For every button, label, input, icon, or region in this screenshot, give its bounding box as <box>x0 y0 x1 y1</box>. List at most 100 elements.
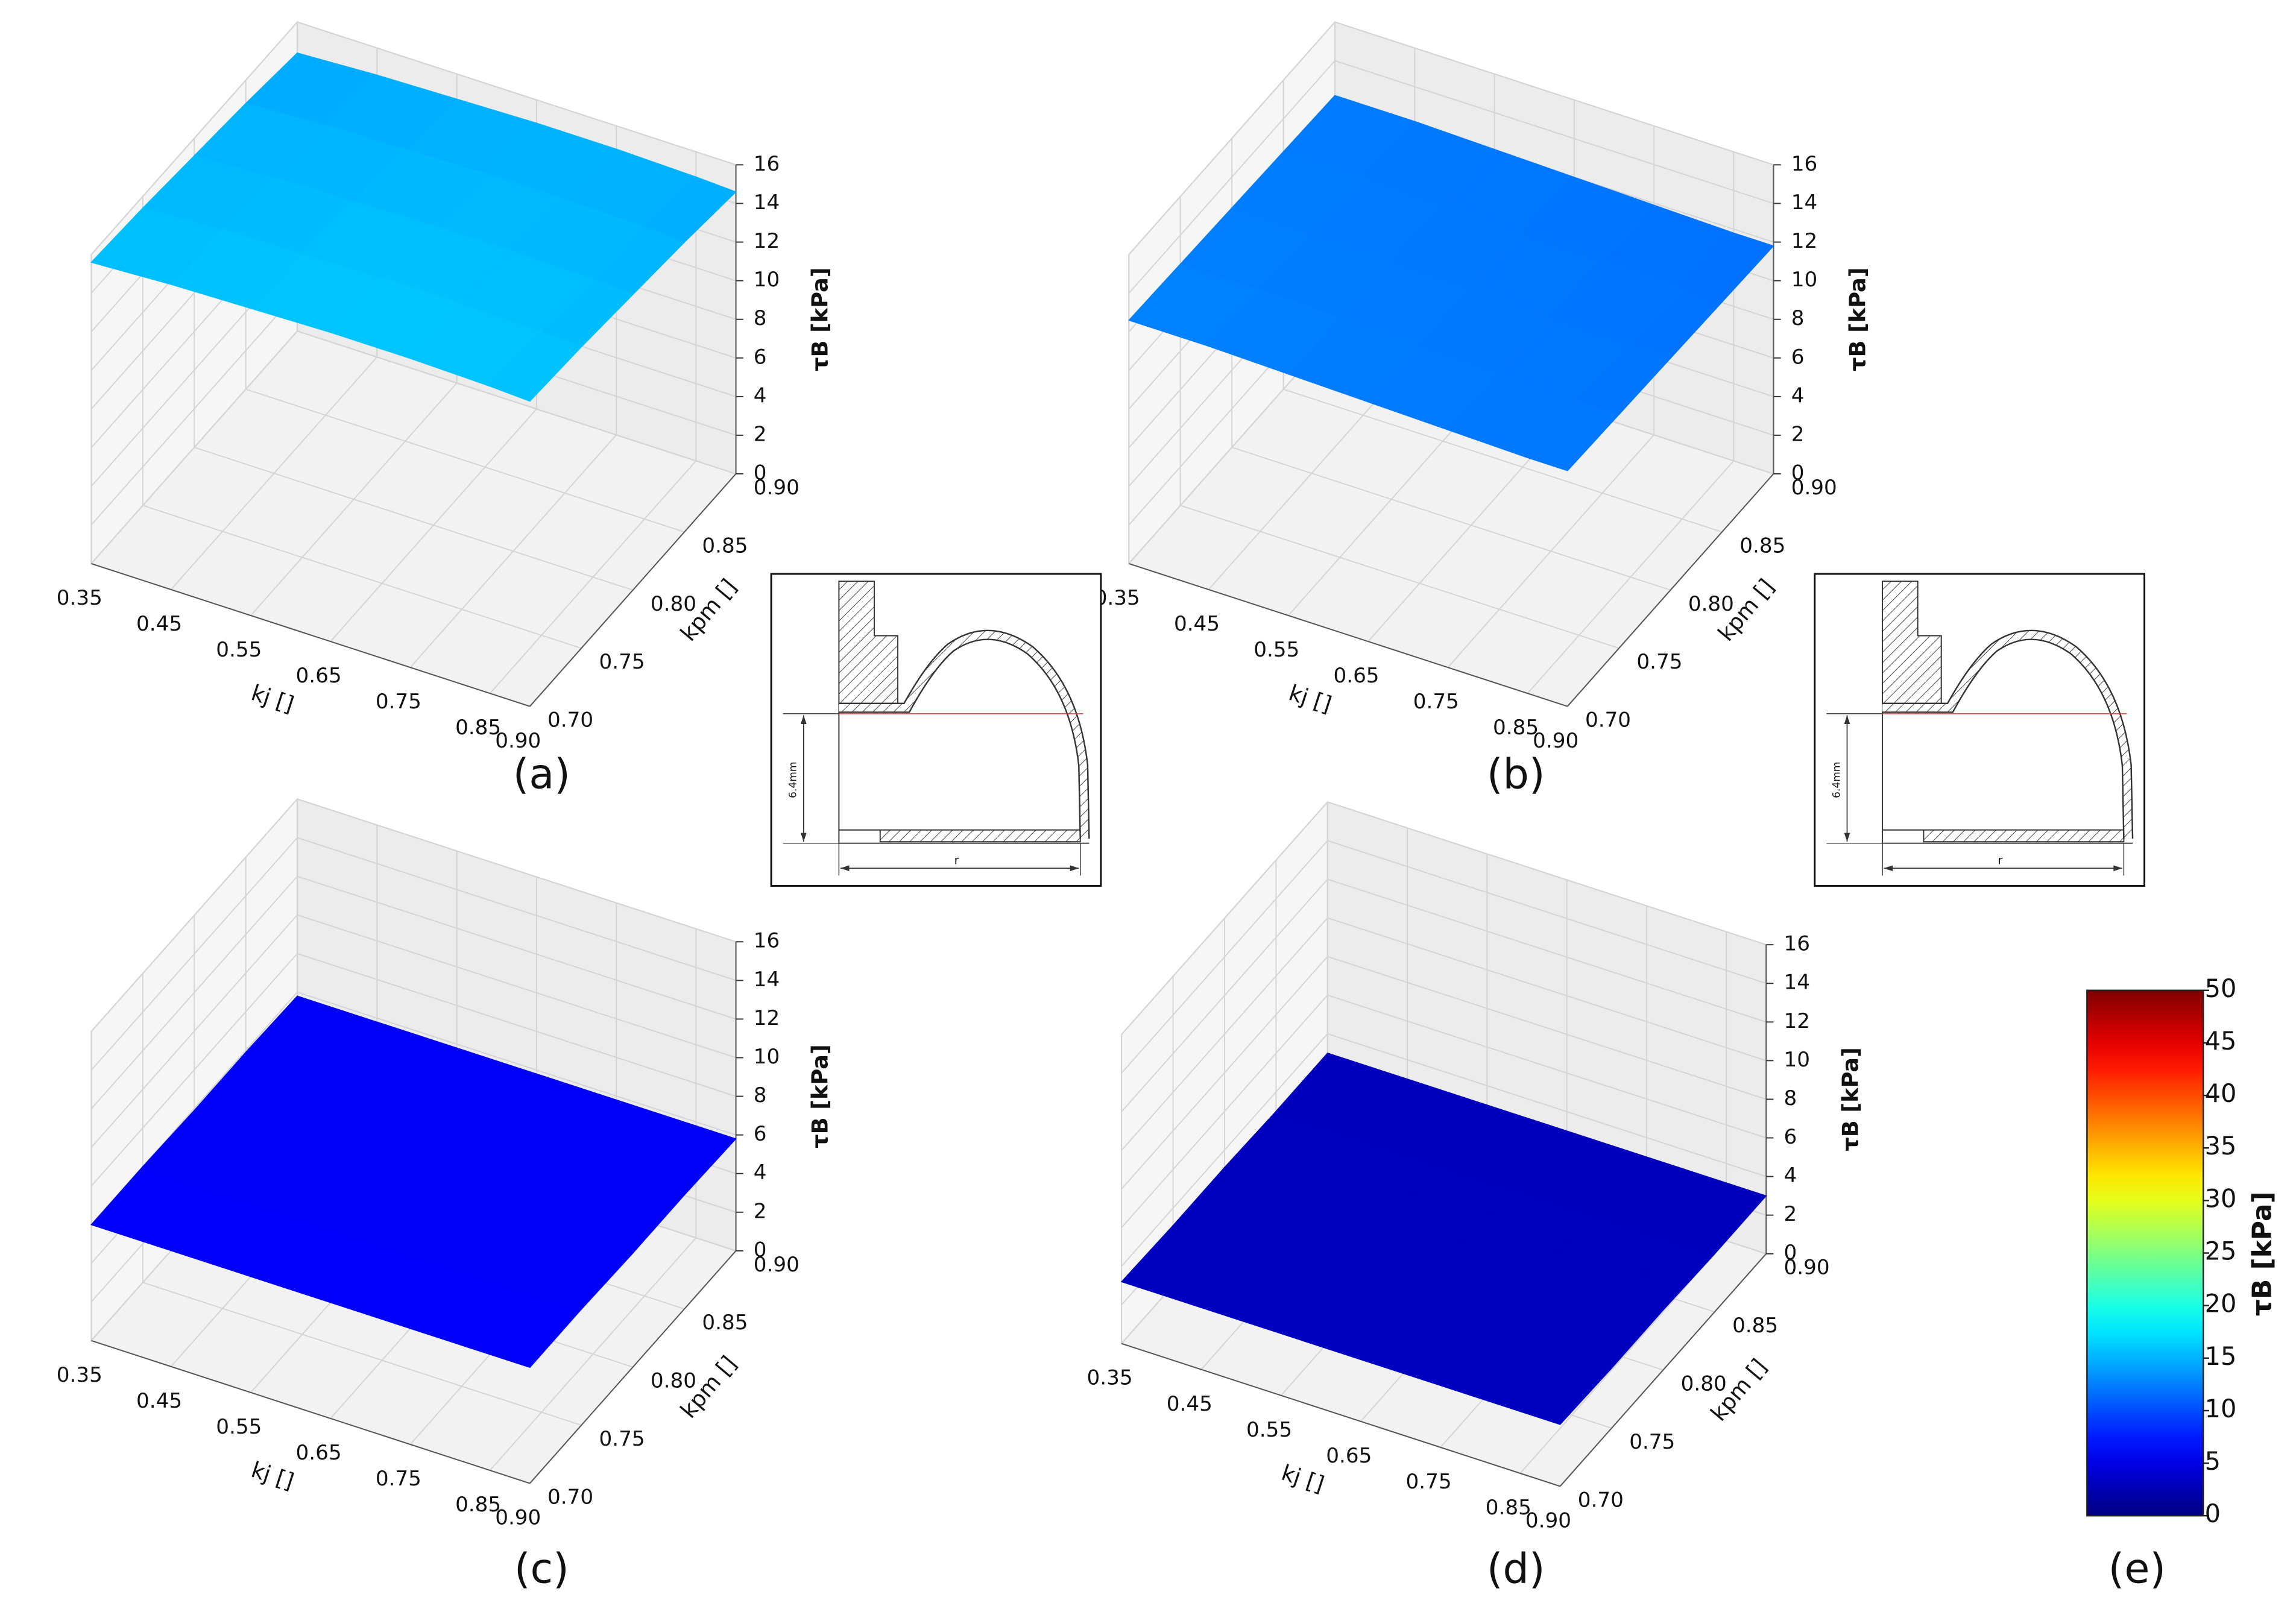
colorbar-tick-label: 10 <box>2205 1394 2237 1423</box>
grid-line <box>1121 878 1328 1112</box>
x-tick-label: 0.85 <box>455 1493 501 1517</box>
y-tick-label: 0.70 <box>547 1485 593 1509</box>
z-tick-label: 16 <box>754 152 780 176</box>
grid-line <box>1283 388 1723 533</box>
z-axis-label: τB [kPa] <box>807 268 833 371</box>
x-tick-label: 0.35 <box>57 586 102 610</box>
x-tick-label: 0.45 <box>136 1389 182 1413</box>
x-tick-label: 0.85 <box>455 716 501 740</box>
colorbar-label: τB [kPa] <box>2247 1191 2277 1316</box>
z-tick-label: 8 <box>1791 306 1805 330</box>
grid-line <box>142 505 582 649</box>
x-tick-label: 0.55 <box>216 1415 262 1439</box>
colorbar-tick-label: 15 <box>2205 1341 2237 1371</box>
z-tick-label: 16 <box>754 929 780 953</box>
y-tick-label: 0.70 <box>1578 1488 1624 1512</box>
z-tick-label: 14 <box>1791 190 1817 215</box>
colorbar-tick-label: 5 <box>2205 1446 2221 1476</box>
arrow <box>800 833 807 842</box>
z-tick-label: 4 <box>1784 1163 1797 1188</box>
dome-hatch <box>1882 631 2132 839</box>
x-tick-label: 0.65 <box>296 1441 342 1465</box>
x-axis-label: kj [] <box>248 679 297 717</box>
arrow <box>1844 715 1850 724</box>
colorbar-tick-label: 25 <box>2205 1236 2237 1266</box>
x-tick-label: 0.35 <box>1094 586 1140 610</box>
grid-line <box>90 875 298 1109</box>
y-tick-label: 0.85 <box>702 534 748 558</box>
x-tick-label: 0.90 <box>1533 729 1578 753</box>
surface-panel: 0.350.450.550.650.750.850.900.700.750.80… <box>57 20 833 798</box>
colorbar-tick-label: 20 <box>2205 1289 2237 1318</box>
z-tick-label: 6 <box>1791 345 1805 369</box>
surface-cell <box>1527 401 1620 471</box>
x-tick-label: 0.55 <box>1254 638 1299 662</box>
y-tick-label: 0.90 <box>754 476 800 500</box>
y-tick-label: 0.80 <box>1688 592 1734 616</box>
panel-caption: (e) <box>2108 1546 2166 1593</box>
grid-line <box>1121 917 1328 1151</box>
y-tick-label: 0.90 <box>754 1253 800 1277</box>
surface-panel: 0.350.450.550.650.750.850.900.700.750.80… <box>1087 800 1863 1593</box>
z-tick-label: 2 <box>754 422 767 446</box>
dome-hatch <box>839 631 1089 839</box>
x-tick-label: 0.85 <box>1493 716 1539 740</box>
x-tick-label: 0.90 <box>495 1506 541 1530</box>
z-tick-label: 12 <box>1791 229 1817 253</box>
x-tick-label: 0.45 <box>1174 612 1220 636</box>
grid-line <box>1327 878 1767 1023</box>
surface-panel: 0.350.450.550.650.750.850.900.700.750.80… <box>1094 20 1871 798</box>
grid-line <box>297 952 736 1097</box>
dimension-label: 6.4mm <box>1831 762 1843 798</box>
arrow <box>1844 833 1850 842</box>
inset-diagram: 6.4mm r <box>1814 573 2146 887</box>
x-tick-label: 0.75 <box>1413 690 1459 714</box>
arrow <box>800 715 807 724</box>
z-tick-label: 8 <box>754 1083 767 1107</box>
grid-line <box>90 330 298 564</box>
z-tick-label: 2 <box>754 1199 767 1223</box>
grid-line <box>297 21 736 166</box>
x-tick-label: 0.35 <box>1087 1366 1133 1390</box>
z-tick-label: 0 <box>754 1238 767 1262</box>
surface-panel: 0.350.450.550.650.750.850.900.700.750.80… <box>57 797 833 1593</box>
x-axis-label: kj [] <box>1285 679 1334 717</box>
z-tick-label: 4 <box>754 1160 767 1185</box>
axis-line <box>1559 1253 1767 1487</box>
base-plate <box>879 829 1081 843</box>
grid-line <box>1334 60 1774 204</box>
y-tick-label: 0.75 <box>1629 1430 1675 1454</box>
grid-line <box>297 798 736 943</box>
z-tick-label: 6 <box>1784 1125 1797 1149</box>
x-tick-label: 0.65 <box>296 664 342 688</box>
y-tick-label: 0.70 <box>1585 708 1631 732</box>
z-tick-label: 14 <box>754 190 780 215</box>
grid-line <box>1121 956 1328 1189</box>
panel-caption: (c) <box>514 1546 569 1593</box>
x-tick-label: 0.45 <box>136 612 182 636</box>
x-tick-label: 0.35 <box>57 1363 102 1387</box>
y-tick-label: 0.85 <box>1739 534 1785 558</box>
z-tick-label: 0 <box>1791 461 1805 485</box>
z-tick-label: 2 <box>1791 422 1805 446</box>
grid-line <box>90 837 298 1071</box>
axis-line <box>1566 473 1774 707</box>
colorbar-tick-label: 30 <box>2205 1183 2237 1213</box>
z-tick-label: 10 <box>1784 1048 1810 1072</box>
z-tick-label: 6 <box>754 345 767 369</box>
z-tick-label: 8 <box>1784 1086 1797 1110</box>
arrow <box>1070 865 1079 872</box>
y-tick-label: 0.80 <box>651 1369 696 1393</box>
grid-line <box>1231 447 1671 591</box>
z-tick-label: 10 <box>754 1045 780 1069</box>
arrow <box>1884 865 1893 872</box>
grid-line <box>297 991 736 1136</box>
z-tick-label: 12 <box>754 1006 780 1030</box>
axis-line <box>91 562 531 707</box>
axis-line <box>1121 1343 1560 1487</box>
z-tick-label: 14 <box>754 968 780 992</box>
grid-line <box>194 447 633 591</box>
grid-line <box>1327 956 1767 1100</box>
